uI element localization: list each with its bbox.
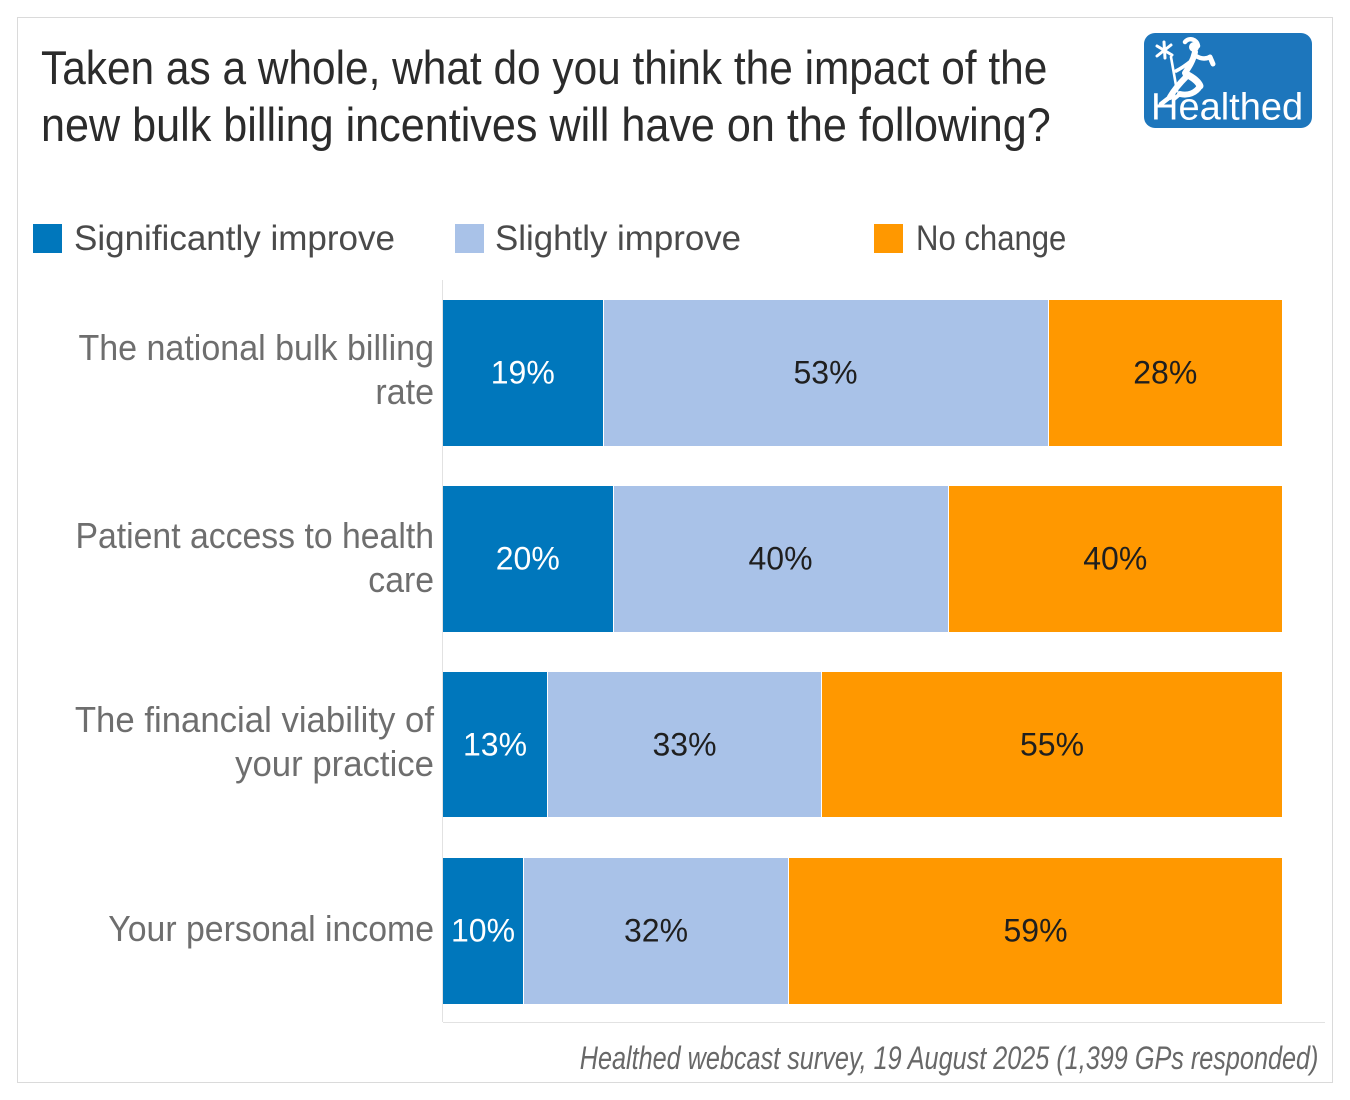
- svg-text:Healthed: Healthed: [1151, 87, 1303, 129]
